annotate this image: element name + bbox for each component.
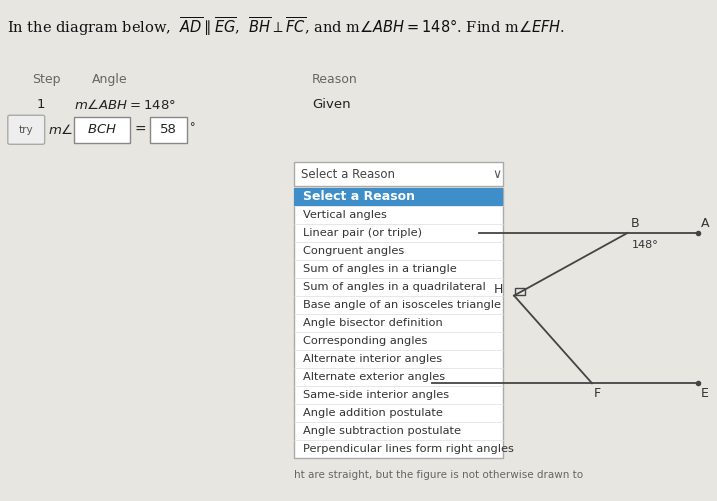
Text: Select a Reason: Select a Reason <box>303 190 414 203</box>
Text: Corresponding angles: Corresponding angles <box>303 336 427 346</box>
Text: =: = <box>135 123 146 137</box>
Text: 1: 1 <box>37 98 45 111</box>
Text: Angle subtraction postulate: Angle subtraction postulate <box>303 426 461 436</box>
Text: Reason: Reason <box>312 73 358 86</box>
Text: Linear pair (or triple): Linear pair (or triple) <box>303 228 422 238</box>
Text: A: A <box>701 217 710 230</box>
Text: $m\angle ABH = 148°$: $m\angle ABH = 148°$ <box>75 98 176 112</box>
Text: B: B <box>630 217 639 230</box>
Text: Perpendicular lines form right angles: Perpendicular lines form right angles <box>303 444 513 454</box>
Text: Angle bisector definition: Angle bisector definition <box>303 318 442 328</box>
Text: Vertical angles: Vertical angles <box>303 210 386 220</box>
FancyBboxPatch shape <box>75 117 130 143</box>
Text: Alternate interior angles: Alternate interior angles <box>303 354 442 364</box>
Text: E: E <box>701 387 708 400</box>
Text: H: H <box>494 283 503 296</box>
Text: Given: Given <box>312 98 351 111</box>
Text: Alternate exterior angles: Alternate exterior angles <box>303 372 445 382</box>
Text: °: ° <box>190 122 196 132</box>
Text: Congruent angles: Congruent angles <box>303 246 404 256</box>
FancyBboxPatch shape <box>8 115 44 144</box>
FancyBboxPatch shape <box>294 188 503 206</box>
Text: Base angle of an isosceles triangle: Base angle of an isosceles triangle <box>303 300 500 310</box>
Text: ∨: ∨ <box>493 168 502 181</box>
Text: try: try <box>19 125 34 135</box>
Text: 148°: 148° <box>632 240 658 250</box>
Text: Step: Step <box>32 73 60 86</box>
Text: Same-side interior angles: Same-side interior angles <box>303 390 449 400</box>
Text: 58: 58 <box>161 123 177 136</box>
Text: Sum of angles in a quadrilateral: Sum of angles in a quadrilateral <box>303 282 485 292</box>
Text: F: F <box>594 387 602 400</box>
Text: In the diagram below,  $\overline{AD} \parallel \overline{EG}$,  $\overline{BH} : In the diagram below, $\overline{AD} \pa… <box>7 15 565 38</box>
FancyBboxPatch shape <box>294 162 503 186</box>
Bar <box>515 288 525 295</box>
Text: $BCH$: $BCH$ <box>87 123 117 136</box>
Text: Select a Reason: Select a Reason <box>301 168 395 181</box>
Text: Angle: Angle <box>92 73 128 86</box>
Text: ht are straight, but the figure is not otherwise drawn to: ht are straight, but the figure is not o… <box>294 470 584 480</box>
FancyBboxPatch shape <box>151 117 187 143</box>
FancyBboxPatch shape <box>294 188 503 458</box>
Text: Angle addition postulate: Angle addition postulate <box>303 408 442 418</box>
Text: $m\angle$: $m\angle$ <box>48 123 74 137</box>
Text: Sum of angles in a triangle: Sum of angles in a triangle <box>303 264 457 274</box>
